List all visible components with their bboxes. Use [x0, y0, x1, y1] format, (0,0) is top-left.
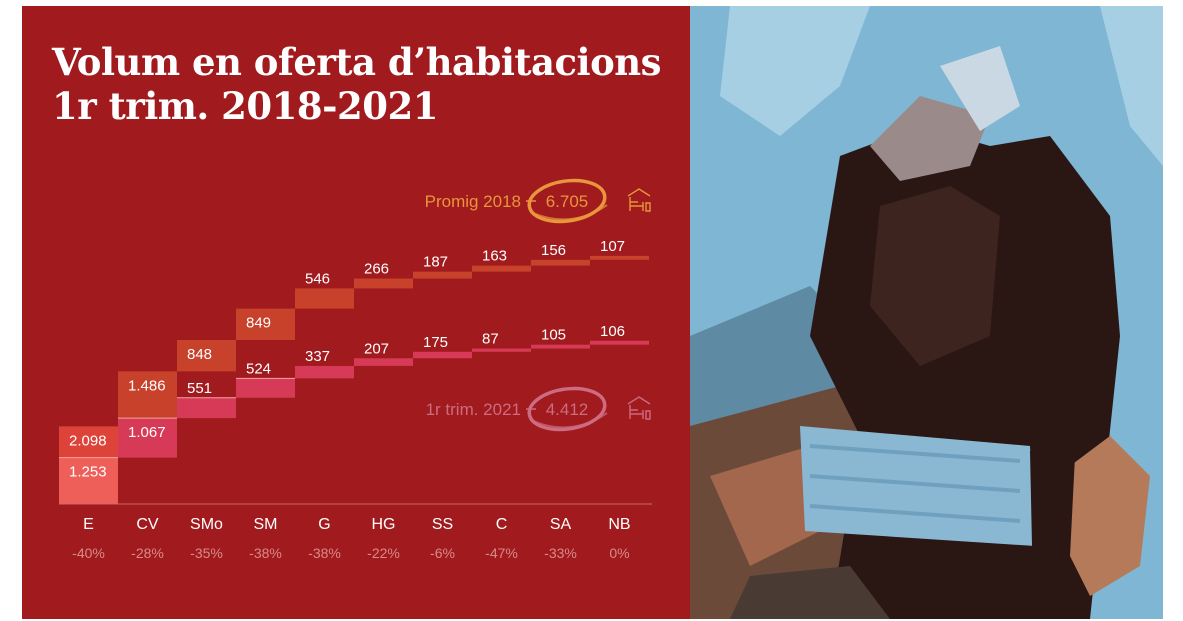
bar-2018-SS — [413, 271, 472, 279]
label-2021-SMo: 551 — [187, 380, 212, 397]
bar-2021-SA — [531, 344, 590, 349]
title-line-1: Volum en oferta d’habitacions — [52, 40, 662, 84]
change-label-SMo: -35% — [190, 545, 223, 561]
bar-2021-SS — [413, 351, 472, 359]
category-label-SMo: SMo — [190, 516, 223, 533]
change-label-CV: -28% — [131, 545, 164, 561]
label-2018-SS: 187 — [423, 254, 448, 271]
bar-2021-C — [472, 348, 531, 352]
category-label-G: G — [318, 516, 330, 533]
label-2018-SMo: 848 — [187, 346, 212, 363]
change-label-HG: -22% — [367, 545, 400, 561]
chart-panel — [22, 6, 690, 619]
label-2021-NB: 106 — [600, 323, 625, 340]
label-2018-E: 2.098 — [69, 432, 107, 449]
label-2021-SA: 105 — [541, 327, 566, 344]
label-2021-SM: 524 — [246, 360, 271, 377]
label-2021-G: 337 — [305, 348, 330, 365]
label-2021-C: 87 — [482, 331, 499, 348]
chart-title: Volum en oferta d’habitacions 1r trim. 2… — [52, 40, 662, 128]
bar-2018-NB — [590, 255, 649, 260]
label-2018-G: 546 — [305, 270, 330, 287]
bar-2018-CV — [118, 371, 177, 427]
bar-2021-SMo — [177, 397, 236, 419]
label-2021-SS: 175 — [423, 334, 448, 351]
highlight-circle-2018 — [527, 178, 607, 224]
bar-2018-G — [295, 288, 354, 309]
bar-2021-G — [295, 365, 354, 379]
bar-2018-HG — [354, 278, 413, 289]
change-label-SA: -33% — [544, 545, 577, 561]
category-label-SA: SA — [550, 516, 572, 533]
change-label-SM: -38% — [249, 545, 282, 561]
label-2018-NB: 107 — [600, 238, 625, 255]
change-label-NB: 0% — [609, 545, 629, 561]
highlight-circle-2021 — [527, 386, 607, 432]
label-2021-E: 1.253 — [69, 464, 107, 481]
title-line-2: 1r trim. 2018-2021 — [52, 84, 439, 128]
bar-2021-NB — [590, 340, 649, 345]
total-value-2021: 4.412 — [546, 400, 589, 419]
bar-2018-SA — [531, 259, 590, 266]
label-2018-CV: 1.486 — [128, 377, 166, 394]
masked-figure-photo — [690, 6, 1163, 619]
label-2018-SM: 849 — [246, 315, 271, 332]
series-label-2021: 1r trim. 2021 — [426, 400, 521, 419]
hotel-room-icon-2018 — [627, 188, 651, 212]
bar-2018-C — [472, 265, 531, 272]
label-2018-SA: 156 — [541, 242, 566, 259]
category-label-E: E — [83, 516, 94, 533]
bar-2018-SM — [236, 308, 295, 341]
category-label-C: C — [496, 516, 508, 533]
change-label-C: -47% — [485, 545, 518, 561]
bar-2018-SMo — [177, 340, 236, 372]
bar-2021-E — [59, 457, 118, 504]
label-2021-CV: 1.067 — [128, 424, 166, 441]
change-label-G: -38% — [308, 545, 341, 561]
bar-2021-SM — [236, 378, 295, 398]
highlight-stroke-2021 — [532, 412, 608, 429]
label-2018-C: 163 — [482, 248, 507, 265]
category-label-HG: HG — [372, 516, 396, 533]
hotel-room-icon-2021 — [627, 396, 651, 420]
change-label-SS: -6% — [430, 545, 455, 561]
highlight-stroke-2018 — [532, 204, 608, 221]
category-label-CV: CV — [136, 516, 159, 533]
category-label-SM: SM — [254, 516, 278, 533]
label-2021-HG: 207 — [364, 340, 389, 357]
category-label-SS: SS — [432, 516, 453, 533]
change-label-E: -40% — [72, 545, 105, 561]
step-chart: 2.098 1.253 E -40% 1.486 1.067 CV -28% 848 551 SMo… — [59, 178, 652, 561]
total-value-2018: 6.705 — [546, 192, 589, 211]
series-label-2018: Promig 2018 — [425, 192, 521, 211]
bar-2021-CV — [118, 418, 177, 458]
label-2018-HG: 266 — [364, 261, 389, 278]
category-label-NB: NB — [608, 516, 630, 533]
bar-2021-HG — [354, 358, 413, 366]
